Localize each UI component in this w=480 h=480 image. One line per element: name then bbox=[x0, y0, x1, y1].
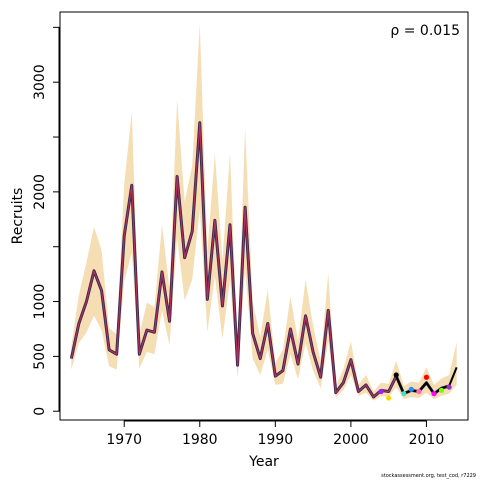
y-tick-label-500: 500 bbox=[32, 343, 48, 370]
retro-point-2006 bbox=[393, 372, 399, 378]
y-tick-label-3000: 3000 bbox=[32, 64, 48, 100]
plot-frame bbox=[59, 11, 469, 421]
retro-estimate-line bbox=[70, 122, 450, 398]
retro-point-2005 bbox=[386, 395, 392, 401]
x-tick-label-2010: 2010 bbox=[409, 432, 445, 448]
x-tick-label-2000: 2000 bbox=[333, 432, 369, 448]
retro-point-2007 bbox=[401, 391, 407, 397]
rho-annotation: ρ = 0.015 bbox=[390, 23, 460, 39]
retro-point-2008 bbox=[408, 386, 414, 392]
x-tick-label-1980: 1980 bbox=[182, 432, 218, 448]
retro-point-2009 bbox=[416, 388, 422, 395]
x-tick-label-1970: 1970 bbox=[106, 432, 142, 448]
retro-point-2013 bbox=[446, 384, 452, 390]
retro-points bbox=[378, 372, 452, 401]
y-axis-title: Recruits bbox=[10, 188, 26, 245]
y-axis: 0 500 1000 2000 3000 bbox=[32, 26, 60, 416]
y-tick-label-0: 0 bbox=[32, 407, 48, 416]
retro-point-2011 bbox=[431, 391, 437, 397]
y-tick-label-1000: 1000 bbox=[32, 284, 48, 320]
credit-note: stockassessment.org, test_cod, r7229 bbox=[381, 473, 476, 479]
retro-point-2004 bbox=[378, 388, 384, 395]
y-tick-label-2000: 2000 bbox=[32, 174, 48, 210]
retro-point-2012 bbox=[438, 387, 445, 393]
x-tick-label-1990: 1990 bbox=[258, 432, 294, 448]
retro-point-2010 bbox=[423, 374, 430, 380]
x-axis-title: Year bbox=[248, 454, 279, 470]
x-axis: 1970 1980 1990 2000 2010 bbox=[106, 420, 444, 448]
